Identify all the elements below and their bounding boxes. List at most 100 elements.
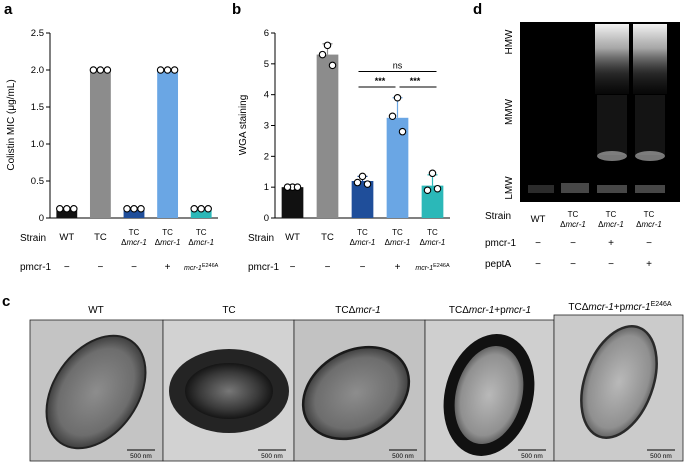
chart-b-point-0-1 (283, 183, 292, 191)
chart-b-ytick-label-1: 1 (264, 182, 269, 193)
gel-lane-4 (633, 24, 667, 193)
gel-pmcr1-label: pmcr-1 (485, 238, 517, 249)
gel-pmcr1-value-2: + (608, 238, 614, 249)
chart-a-point-3-0 (156, 66, 165, 74)
chart-a-bar-2 (123, 208, 145, 218)
chart-b-ytick-label-6: 6 (264, 28, 269, 39)
chart-b-bar-1 (316, 54, 339, 219)
scale-bar-5: 500 nm (647, 449, 675, 460)
chart-b-point-2-2 (363, 180, 372, 188)
panel-label-c: c (2, 293, 10, 310)
pmcr1-label-a: pmcr-1 (20, 262, 52, 273)
tem-cell-tc (185, 363, 273, 419)
chart-a-point-4-2 (204, 205, 212, 213)
chart-a-ytick-label-1: 0.5 (31, 176, 44, 187)
gel-pmcr1-value-1: − (570, 238, 576, 249)
gel-marker-lmw: LMW (504, 176, 515, 200)
chart-b-point-4-1 (423, 186, 432, 195)
strain-label-a: Strain (20, 233, 46, 244)
tem-cell-dmcr1-pmcr1 (454, 345, 524, 445)
chart-b-ytick-label-3: 3 (264, 121, 269, 132)
svg-text:500 nm: 500 nm (261, 453, 283, 460)
gel-strain-2-line1: TC (606, 210, 617, 219)
chart-b-point-4-0 (428, 169, 437, 178)
chart-a-pmcr1-value-4: mcr-1E246A (184, 263, 219, 272)
gel-pepta-value-2: − (608, 259, 614, 270)
chart-b-category-2-line1: TC (357, 228, 368, 237)
chart-b-point-2-0 (358, 172, 367, 181)
chart-b-pmcr1-value-1: − (325, 262, 331, 273)
tem-panel: WT TC TCΔmcr-1 TCΔmcr-1+pmcr-1 TCΔmcr-1+… (29, 301, 684, 462)
chart-a-ytick-label-3: 1.5 (31, 102, 44, 113)
gel-strain-1-line2: Δmcr-1 (560, 220, 586, 229)
chart-b-category-4-line2: Δmcr-1 (420, 238, 446, 247)
tem-title-tc: TC (222, 305, 235, 316)
tem-title-dmcr1-pmcr1: TCΔmcr-1+pmcr-1 (449, 305, 531, 316)
gel-pmcr1-value-0: − (535, 238, 541, 249)
chart-a-ytick-label-0: 0 (39, 213, 44, 224)
chart-a-ytick-label-5: 2.5 (31, 28, 44, 39)
gel-lane-2 (561, 183, 589, 193)
chart-b-point-2-1 (353, 178, 362, 187)
chart-b-category-2-line2: Δmcr-1 (350, 238, 376, 247)
chart-b-category-3-line1: TC (392, 228, 403, 237)
chart-panel-a: Colistin MIC (μg/mL) Strain pmcr-1 0 0.5 1… (6, 28, 219, 273)
pmcr1-label-b: pmcr-1 (248, 262, 280, 273)
chart-b-category-0: WT (285, 232, 300, 243)
chart-a-point-3-1 (163, 66, 172, 74)
chart-b-ytick-label-5: 5 (264, 59, 269, 70)
scale-bar-3: 500 nm (389, 449, 417, 460)
chart-a-category-3-line1: TC (162, 228, 173, 237)
chart-b-category-1: TC (321, 232, 334, 243)
chart-b-point-3-0 (393, 94, 402, 102)
gel-pepta-value-3: + (646, 259, 652, 270)
chart-a-point-1-2 (103, 66, 112, 74)
chart-a-point-2-0 (123, 205, 131, 213)
gel-marker-mmw: MMW (504, 98, 515, 125)
gel-marker-hmw: HMW (504, 29, 515, 55)
gel-strain-0: WT (531, 214, 546, 225)
chart-b-pmcr1-value-3: + (395, 262, 401, 273)
chart-panel-b: WGA staining Strain pmcr-1 0 1 2 3 4 5 6 WT − TC −… (238, 28, 450, 273)
chart-b-point-3-2 (398, 127, 407, 136)
chart-b-point-0-2 (293, 183, 302, 191)
gel-strain-2-line2: Δmcr-1 (598, 220, 624, 229)
gel-pepta-value-1: − (570, 259, 576, 270)
ylabel-b: WGA staining (238, 95, 249, 156)
chart-b-point-1-2 (328, 61, 337, 70)
scale-bar-4: 500 nm (518, 449, 546, 460)
chart-b-bar-0 (281, 187, 304, 218)
gel-strain-3-line2: Δmcr-1 (636, 220, 662, 229)
chart-a-pmcr1-value-3: + (165, 262, 171, 273)
tem-title-wt: WT (88, 305, 104, 316)
chart-a-point-0-1 (63, 205, 71, 213)
chart-a-bar-3 (157, 70, 179, 218)
chart-a-category-2-line2: Δmcr-1 (121, 238, 147, 247)
gel-strain-label: Strain (485, 211, 511, 222)
panel-label-a: a (4, 1, 13, 18)
svg-text:500 nm: 500 nm (130, 453, 152, 460)
tem-cell-wt (45, 334, 147, 450)
chart-a-ytick-label-2: 1.0 (31, 139, 44, 150)
gel-pepta-label: peptA (485, 259, 511, 270)
ylabel-a: Colistin MIC (μg/mL) (6, 79, 17, 170)
chart-a-ytick-label-4: 2.0 (31, 65, 44, 76)
chart-a-point-0-0 (56, 205, 64, 213)
tem-cell-dmcr1 (301, 345, 411, 441)
chart-b-category-3-line2: Δmcr-1 (385, 238, 411, 247)
svg-text:500 nm: 500 nm (392, 453, 414, 460)
chart-b-ytick-label-0: 0 (264, 213, 269, 224)
chart-b-point-1-1 (318, 50, 327, 59)
chart-a-category-4-line2: Δmcr-1 (188, 238, 214, 247)
chart-b-pmcr1-value-4: mcr-1E246A (415, 263, 450, 272)
chart-b-sig-label-0: ns (393, 61, 403, 71)
chart-a-point-3-2 (170, 66, 179, 74)
chart-a-category-0: WT (59, 232, 74, 243)
gel-strain-1-line1: TC (568, 210, 579, 219)
chart-a-bar-1 (89, 70, 111, 218)
chart-a-point-0-2 (70, 205, 78, 213)
tem-title-dmcr1-e246a: TCΔmcr-1+pmcr-1E246A (568, 301, 672, 313)
tem-title-dmcr1: TCΔmcr-1 (335, 305, 380, 316)
panel-label-d: d (473, 1, 482, 18)
